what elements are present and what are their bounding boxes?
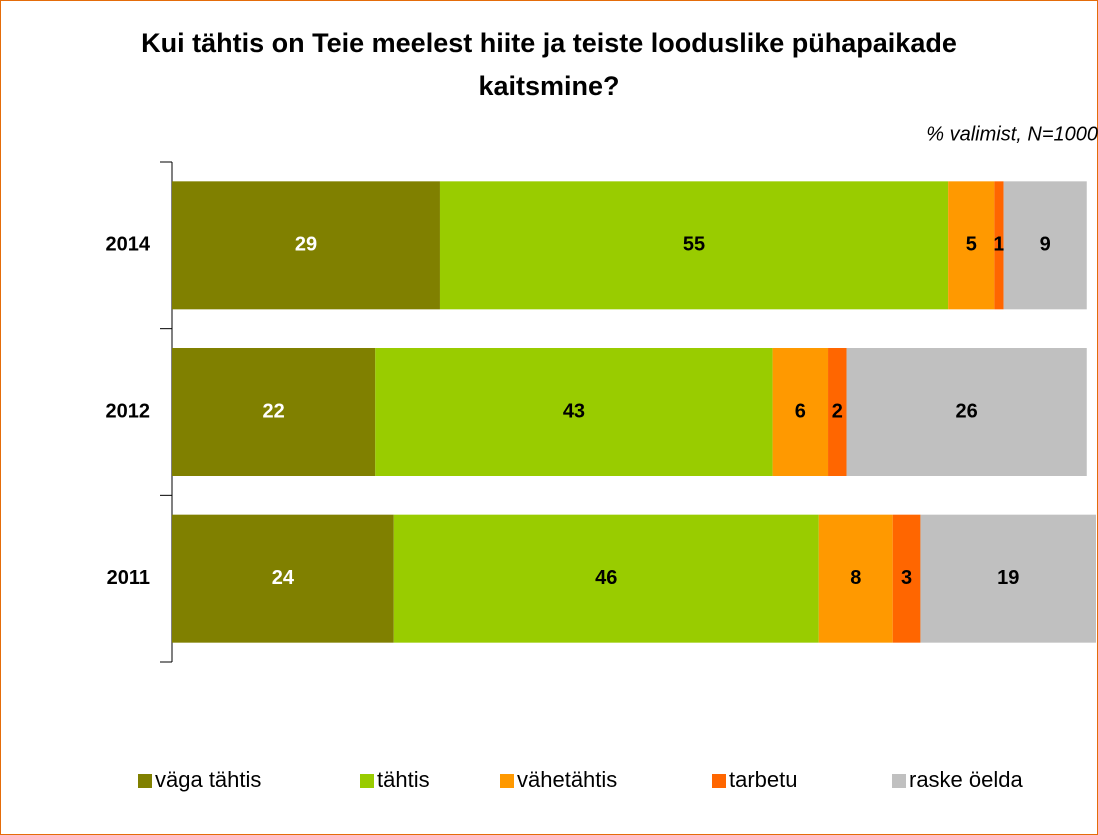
bar-segment [772,348,829,476]
legend-swatch [360,774,374,788]
data-label: 26 [956,400,978,422]
y-tick-label: 2011 [107,567,150,589]
bar-segment [172,348,376,476]
data-label: 3 [901,567,912,589]
data-label: 2 [832,400,843,422]
legend-label: raske öelda [909,767,1024,792]
data-label: 1 [993,234,1004,256]
data-label: 6 [795,400,806,422]
legend-label: tähtis [377,767,430,792]
legend-swatch [892,774,906,788]
bar-segment [439,181,949,310]
legend-label: tarbetu [729,767,798,792]
chart-subtitle: % valimist, N=1000 [926,123,1098,145]
legend-label: vähetähtis [517,767,617,792]
bar-segment [172,514,394,643]
data-label: 9 [1040,234,1051,256]
legend-swatch [712,774,726,788]
bar-segment [920,514,1096,643]
bar-segment [994,181,1004,310]
data-label: 5 [966,234,977,256]
data-label: 24 [272,567,295,589]
bar-segment [375,348,773,476]
legend-swatch [138,774,152,788]
chart-title: Kui tähtis on Teie meelest hiite ja teis… [141,28,957,101]
bar-segment [846,348,1087,476]
data-label: 22 [263,400,285,422]
y-tick-label: 2012 [106,400,151,422]
data-label: 8 [850,567,861,589]
bar-segment [818,514,893,643]
legend-swatch [500,774,514,788]
data-label: 46 [595,567,617,589]
bar-segment [828,348,847,476]
bar-segment [1003,181,1087,310]
data-label: 43 [563,400,585,422]
bar-segment [892,514,921,643]
bar-segment [393,514,819,643]
data-label: 29 [295,234,317,256]
legend-label: väga tähtis [155,767,261,792]
y-tick-label: 2014 [106,234,151,256]
bar-segment [172,181,440,310]
data-label: 19 [997,567,1019,589]
data-label: 55 [683,234,705,256]
bar-segment [948,181,995,310]
